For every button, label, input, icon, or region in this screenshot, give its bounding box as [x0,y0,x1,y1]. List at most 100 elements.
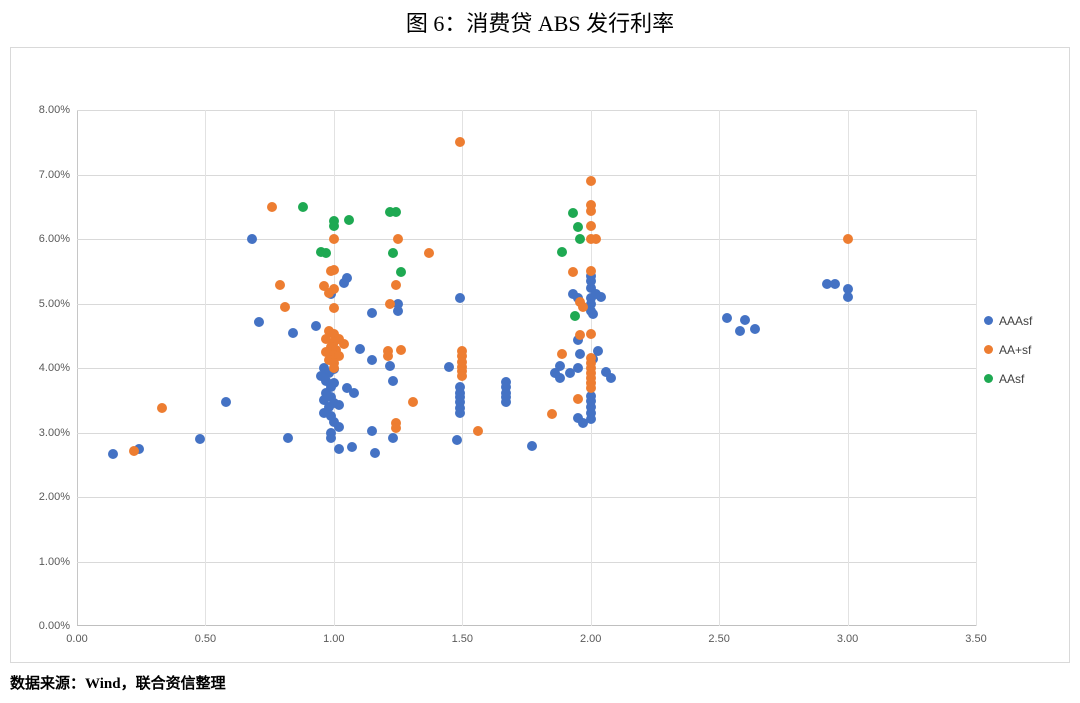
scatter-point-AAAsf [282,432,293,443]
scatter-point-AAAsf [367,308,378,319]
chart-title: 图 6：消费贷 ABS 发行利率 [405,11,675,36]
scatter-point-AA+sf [454,137,465,148]
scatter-point-AA+sf [280,301,291,312]
scatter-point-AAAsf [575,348,586,359]
scatter-point-AAAsf [567,288,578,299]
scatter-point-AA+sf [331,344,342,355]
scatter-point-AA+sf [842,234,853,244]
scatter-point-AAAsf [585,275,596,286]
scatter-point-AA+sf [328,363,339,373]
legend-label: AA+sf [999,342,1032,357]
scatter-point-AAAsf [369,448,380,459]
scatter-point-AAAsf [333,400,344,411]
scatter-point-AAAsf [721,312,732,323]
scatter-point-AA+sf [339,339,350,350]
scatter-point-AA+sf [328,337,339,348]
scatter-point-AAAsf [572,413,583,424]
scatter-point-AAAsf [346,442,357,453]
scatter-point-AA+sf [472,426,483,437]
scatter-point-AAsf [575,234,586,244]
legend-label: AAAsf [999,313,1033,328]
gridline-vertical [719,110,721,626]
y-axis-tick-label: 7.00% [38,168,70,181]
scatter-point-AAAsf [310,321,321,332]
scatter-point-AAAsf [326,428,337,439]
scatter-point-AAAsf [328,416,339,427]
scatter-point-AA+sf [547,408,558,419]
scatter-point-AA+sf [333,351,344,362]
scatter-point-AAAsf [590,288,601,299]
x-axis-tick-label: 2.50 [708,633,730,645]
scatter-point-AA+sf [328,303,339,313]
scatter-point-AAsf [390,206,401,217]
x-axis-tick-label: 0.50 [194,633,217,645]
legend-marker-icon [984,345,993,354]
scatter-point-AAAsf [454,392,465,403]
x-axis-tick-label: 1.00 [323,633,345,645]
scatter-point-AAAsf [554,373,565,384]
scatter-point-AAAsf [354,343,365,354]
scatter-point-AAAsf [452,434,463,445]
gridline-vertical [205,110,207,626]
scatter-point-AA+sf [585,175,596,186]
scatter-point-AA+sf [585,382,596,393]
scatter-point-AAsf [570,310,581,321]
scatter-point-AAAsf [585,293,596,304]
scatter-point-AAAsf [588,308,599,319]
scatter-point-AA+sf [457,370,468,381]
scatter-point-AAAsf [287,328,298,339]
scatter-point-AA+sf [408,397,419,408]
scatter-point-AAAsf [565,368,576,379]
y-axis-tick-label: 2.00% [38,491,70,503]
scatter-point-AAAsf [341,382,352,393]
scatter-point-AAsf [557,246,568,257]
y-axis-tick-label: 8.00% [38,104,70,116]
scatter-point-AA+sf [321,333,332,344]
scatter-point-AAsf [395,266,406,277]
scatter-point-AA+sf [575,330,586,341]
y-axis-tick-label: 6.00% [38,233,70,245]
gridline-horizontal [77,368,976,369]
scatter-point-AAAsf [526,441,537,452]
scatter-point-AAsf [316,246,326,257]
scatter-point-AA+sf [567,266,578,277]
legend: AAAsf AA+sf AAsf [984,306,1032,393]
scatter-point-AAAsf [734,326,745,337]
scatter-point-AA+sf [457,345,468,356]
y-axis-tick-label: 5.00% [38,297,70,310]
scatter-point-AA+sf [326,342,337,353]
scatter-point-AA+sf [557,348,568,359]
x-axis-tick-label: 2.00 [579,633,602,645]
scatter-point-AAAsf [367,426,378,437]
scatter-point-AAsf [328,221,339,232]
scatter-point-AAsf [321,248,332,259]
scatter-point-AAAsf [572,363,583,373]
scatter-point-AAAsf [220,396,231,407]
scatter-point-AAAsf [328,398,339,409]
scatter-point-AAAsf [500,392,511,403]
scatter-point-AAAsf [500,377,511,388]
scatter-point-AAAsf [367,355,378,366]
x-axis-tick-label: 0.00 [66,633,88,645]
scatter-point-AAAsf [195,433,206,444]
scatter-point-AA+sf [585,352,596,363]
scatter-point-AAAsf [246,234,257,244]
scatter-point-AA+sf [457,356,468,367]
legend-item-AAAsf: AAAsf [984,306,1032,335]
scatter-point-AAAsf [739,315,750,326]
scatter-point-AA+sf [390,280,401,291]
gridline-horizontal [77,303,976,305]
scatter-point-AAAsf [572,335,583,346]
scatter-point-AA+sf [572,393,583,404]
scatter-point-AAsf [567,208,578,219]
legend-marker-icon [984,374,993,383]
scatter-point-AAAsf [500,397,511,408]
scatter-point-AAAsf [341,273,352,284]
scatter-point-AAAsf [554,361,565,372]
scatter-point-AA+sf [585,266,596,277]
scatter-point-AA+sf [328,234,339,244]
scatter-point-AAAsf [750,324,761,335]
scatter-point-AAsf [385,206,396,217]
y-axis-tick-label: 4.00% [38,362,70,374]
scatter-point-AAsf [328,215,339,226]
